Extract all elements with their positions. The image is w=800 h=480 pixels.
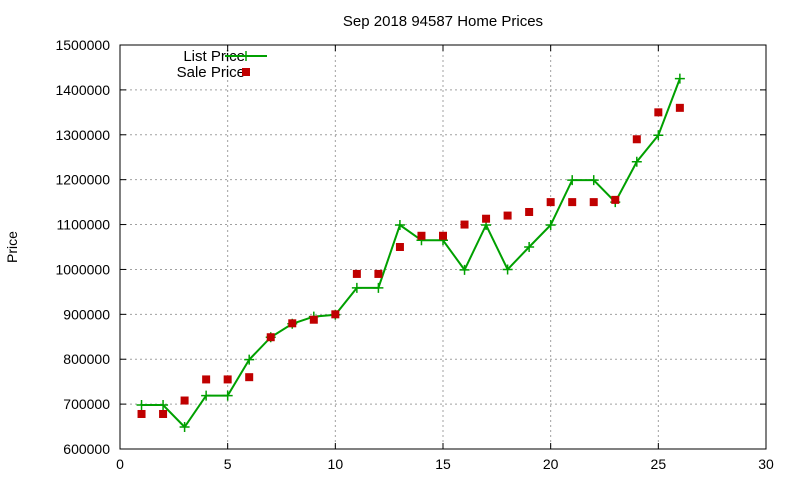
x-tick-label: 15 <box>435 456 451 472</box>
sale-price-point <box>374 269 383 278</box>
sale-price-point <box>159 409 168 418</box>
sale-price-point <box>245 373 254 382</box>
y-tick-label: 1500000 <box>55 37 110 53</box>
y-tick-label: 600000 <box>63 441 110 457</box>
x-tick-label: 20 <box>543 456 559 472</box>
y-tick-label: 700000 <box>63 396 110 412</box>
sale-price-point <box>568 198 577 207</box>
series <box>136 73 685 433</box>
x-tick-label: 5 <box>224 456 232 472</box>
list-price-point <box>351 282 362 293</box>
legend-label: List Price <box>183 48 245 65</box>
sale-price-point <box>439 231 447 240</box>
axis-ticks: 0 5 10 15 20 25 30 600000 700000 800000 900000 1000… <box>55 37 774 472</box>
list-price-point <box>459 264 470 275</box>
list-price-point <box>373 282 384 293</box>
legend-swatch-marker <box>241 51 251 61</box>
list-price-line <box>141 78 681 429</box>
list-price-point <box>244 354 255 365</box>
sale-price-point <box>180 396 189 405</box>
y-axis-label: Price <box>4 231 20 263</box>
sale-price-point <box>503 211 512 220</box>
sale-price-point <box>525 207 534 216</box>
sale-price-point <box>395 243 404 251</box>
x-tick-label: 0 <box>116 456 124 472</box>
sale-price-point <box>266 333 275 342</box>
list-price-point <box>179 422 190 433</box>
sale-price-point <box>417 231 426 240</box>
sale-price-point <box>288 319 297 328</box>
x-tick-label: 30 <box>758 456 774 472</box>
list-price-point <box>588 175 599 186</box>
y-tick-label: 900000 <box>63 306 110 322</box>
sale-price-point <box>546 198 555 207</box>
list-price-point <box>222 390 233 401</box>
y-tick-label: 1100000 <box>57 217 111 233</box>
x-tick-label: 25 <box>651 456 667 472</box>
sale-price-point <box>632 135 641 144</box>
sale-price-point <box>202 375 211 384</box>
list-price-point <box>631 156 642 167</box>
sale-price-point <box>309 315 318 324</box>
sale-price-point <box>352 269 361 278</box>
legend-swatch-marker <box>242 68 250 76</box>
list-price-point <box>524 242 535 252</box>
sale-price-point <box>611 195 620 204</box>
series-list-price <box>136 73 685 433</box>
list-price-point <box>674 73 685 84</box>
y-tick-label: 1000000 <box>55 261 110 277</box>
x-tick-label: 10 <box>328 456 344 472</box>
y-tick-label: 1200000 <box>55 172 110 188</box>
list-price-point <box>545 220 556 231</box>
list-price-point <box>567 175 578 186</box>
sale-price-point <box>460 220 469 229</box>
chart-title: Sep 2018 94587 Home Prices <box>343 13 543 30</box>
sale-price-point <box>675 103 684 112</box>
list-price-point <box>653 130 664 141</box>
list-price-point <box>394 220 405 231</box>
list-price-point <box>201 390 212 401</box>
y-tick-label: 1300000 <box>55 127 110 143</box>
sale-price-point <box>654 108 663 117</box>
sale-price-point <box>482 214 491 223</box>
sale-price-point <box>137 409 146 418</box>
y-tick-label: 800000 <box>63 351 110 367</box>
sale-price-point <box>223 375 232 384</box>
legend-label: Sale Price <box>177 64 245 81</box>
list-price-point <box>158 400 169 411</box>
sale-price-point <box>331 310 340 319</box>
sale-price-point <box>589 198 598 207</box>
y-tick-label: 1400000 <box>55 82 110 98</box>
list-price-point <box>136 400 147 411</box>
list-price-point <box>502 264 513 275</box>
series-sale-price <box>137 103 684 418</box>
